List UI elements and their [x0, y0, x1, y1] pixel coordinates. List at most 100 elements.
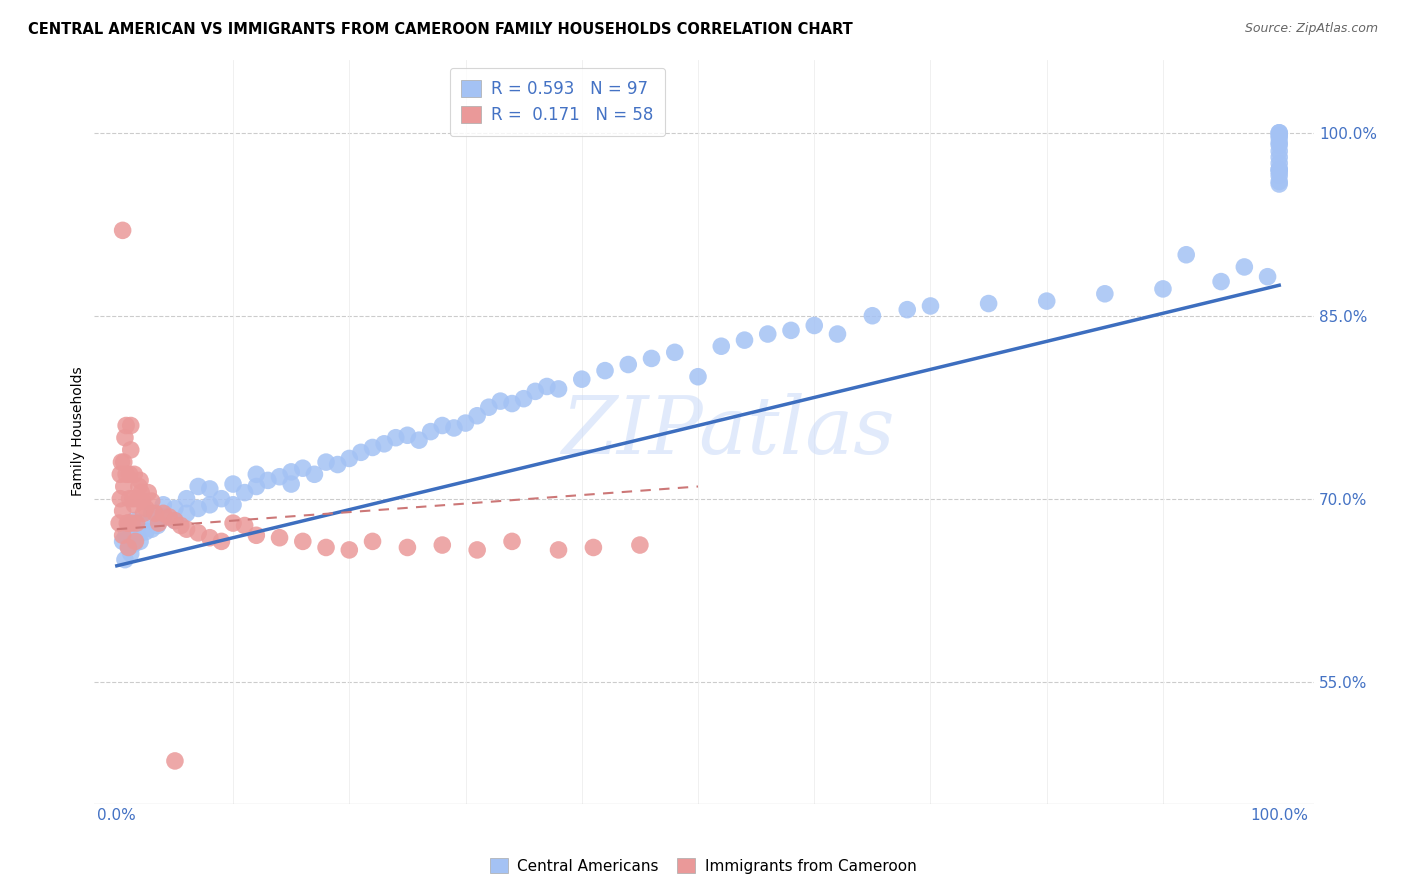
Point — [110, 491, 132, 506]
Point — [710, 339, 733, 353]
Point — [780, 323, 803, 337]
Point — [163, 754, 186, 768]
Point — [1268, 150, 1291, 164]
Text: ZIPatlas: ZIPatlas — [561, 392, 896, 470]
Point — [127, 491, 149, 506]
Point — [187, 479, 209, 493]
Point — [1152, 282, 1174, 296]
Point — [222, 477, 245, 491]
Legend: R = 0.593   N = 97, R =  0.171   N = 58: R = 0.593 N = 97, R = 0.171 N = 58 — [450, 68, 665, 136]
Point — [860, 309, 883, 323]
Point — [114, 431, 136, 445]
Point — [1268, 165, 1291, 179]
Point — [524, 384, 547, 399]
Point — [1209, 275, 1232, 289]
Point — [245, 528, 267, 542]
Point — [163, 514, 186, 528]
Point — [163, 514, 186, 528]
Point — [115, 418, 138, 433]
Point — [1035, 294, 1057, 309]
Point — [198, 531, 221, 545]
Legend: Central Americans, Immigrants from Cameroon: Central Americans, Immigrants from Camer… — [484, 852, 922, 880]
Point — [1268, 138, 1291, 153]
Point — [454, 416, 477, 430]
Point — [803, 318, 825, 333]
Point — [148, 516, 170, 530]
Point — [304, 467, 326, 482]
Point — [478, 401, 501, 415]
Y-axis label: Family Households: Family Households — [72, 367, 86, 497]
Point — [115, 528, 138, 542]
Point — [125, 516, 148, 530]
Point — [547, 543, 569, 558]
Point — [198, 482, 221, 496]
Point — [977, 296, 1000, 310]
Point — [396, 541, 419, 555]
Text: Source: ZipAtlas.com: Source: ZipAtlas.com — [1244, 22, 1378, 36]
Point — [120, 442, 142, 457]
Point — [257, 474, 280, 488]
Point — [385, 431, 408, 445]
Point — [1268, 136, 1291, 150]
Point — [233, 518, 256, 533]
Point — [117, 516, 139, 530]
Point — [124, 534, 146, 549]
Point — [756, 326, 779, 341]
Point — [315, 541, 337, 555]
Point — [1257, 269, 1279, 284]
Point — [1268, 162, 1291, 177]
Point — [501, 534, 523, 549]
Point — [111, 504, 134, 518]
Point — [361, 534, 384, 549]
Point — [170, 518, 193, 533]
Point — [1094, 286, 1116, 301]
Point — [1268, 144, 1291, 158]
Point — [115, 467, 138, 482]
Point — [920, 299, 942, 313]
Point — [593, 363, 616, 377]
Point — [686, 369, 709, 384]
Point — [141, 506, 163, 520]
Point — [582, 541, 605, 555]
Point — [501, 396, 523, 410]
Point — [291, 461, 314, 475]
Point — [233, 485, 256, 500]
Point — [1268, 162, 1291, 177]
Point — [122, 491, 145, 506]
Point — [269, 531, 291, 545]
Point — [141, 494, 163, 508]
Point — [176, 522, 198, 536]
Point — [432, 538, 454, 552]
Point — [408, 433, 430, 447]
Point — [118, 491, 141, 506]
Point — [135, 524, 157, 539]
Point — [1268, 130, 1291, 145]
Point — [176, 491, 198, 506]
Point — [222, 498, 245, 512]
Point — [734, 333, 756, 347]
Point — [120, 418, 142, 433]
Point — [152, 498, 174, 512]
Point — [143, 506, 166, 520]
Point — [108, 516, 131, 530]
Point — [350, 445, 373, 459]
Point — [896, 302, 918, 317]
Point — [1268, 156, 1291, 170]
Point — [112, 479, 135, 493]
Point — [1268, 169, 1291, 183]
Point — [245, 467, 267, 482]
Point — [152, 510, 174, 524]
Point — [163, 501, 186, 516]
Point — [489, 394, 512, 409]
Point — [110, 455, 132, 469]
Point — [198, 498, 221, 512]
Point — [432, 418, 454, 433]
Point — [664, 345, 686, 359]
Point — [127, 528, 149, 542]
Point — [315, 455, 337, 469]
Point — [176, 506, 198, 520]
Text: CENTRAL AMERICAN VS IMMIGRANTS FROM CAMEROON FAMILY HOUSEHOLDS CORRELATION CHART: CENTRAL AMERICAN VS IMMIGRANTS FROM CAME… — [28, 22, 853, 37]
Point — [128, 479, 150, 493]
Point — [122, 514, 145, 528]
Point — [361, 441, 384, 455]
